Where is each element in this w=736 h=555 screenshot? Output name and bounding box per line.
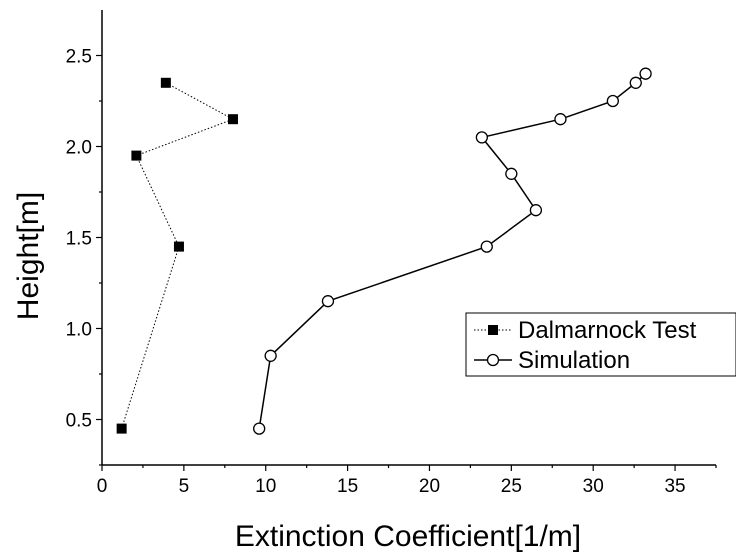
legend-entry: Dalmarnock Test <box>474 317 697 344</box>
x-tick-label: 35 <box>664 476 685 497</box>
x-tick-label: 0 <box>97 476 108 497</box>
data-point-circle <box>253 422 266 435</box>
legend-entry: Simulation <box>474 347 630 374</box>
y-tick-label: 2.0 <box>66 138 92 159</box>
data-point-circle <box>321 295 335 308</box>
data-point-square <box>227 114 238 125</box>
data-point-circle <box>629 76 642 89</box>
x-tick-label: 5 <box>179 476 190 497</box>
x-tick-label: 15 <box>337 476 358 497</box>
series-simulation <box>253 67 652 435</box>
x-tick-label: 30 <box>583 476 604 497</box>
series-dalmarnock-test <box>116 77 238 434</box>
x-tick-label: 10 <box>255 476 276 497</box>
data-point-circle <box>639 67 652 80</box>
data-point-circle <box>554 113 567 126</box>
y-axis-label: Height[m] <box>12 192 45 320</box>
x-tick-label: 20 <box>419 476 440 497</box>
data-point-square <box>116 423 127 434</box>
data-point-circle <box>475 131 489 144</box>
y-tick-label: 0.5 <box>66 411 92 432</box>
legend-box <box>465 312 736 377</box>
y-tick-label: 2.5 <box>66 47 92 68</box>
y-tick-label: 1.5 <box>66 229 92 250</box>
plot-area <box>116 67 652 435</box>
axes: 0 5 10 15 20 25 30 35 0.5 1.0 1.5 2.0 2.5 <box>66 10 717 497</box>
data-point-square <box>131 150 142 161</box>
x-tick-label: 25 <box>501 476 522 497</box>
data-point-square <box>173 241 184 252</box>
data-point-circle <box>505 167 518 180</box>
legend-marker-square <box>488 325 498 335</box>
data-point-circle <box>529 204 543 217</box>
legend-marker-circle <box>486 353 500 367</box>
data-point-square <box>160 77 171 88</box>
legend-label: Simulation <box>518 347 630 374</box>
x-axis-label: Extinction Coefficient[1/m] <box>235 520 581 553</box>
series-line <box>121 82 235 429</box>
y-tick-label: 1.0 <box>66 320 92 341</box>
legend: Dalmarnock Test Simulation <box>465 312 736 377</box>
data-point-circle <box>606 94 619 108</box>
data-point-circle <box>264 349 277 362</box>
data-point-circle <box>480 240 493 253</box>
legend-label: Dalmarnock Test <box>518 317 697 344</box>
